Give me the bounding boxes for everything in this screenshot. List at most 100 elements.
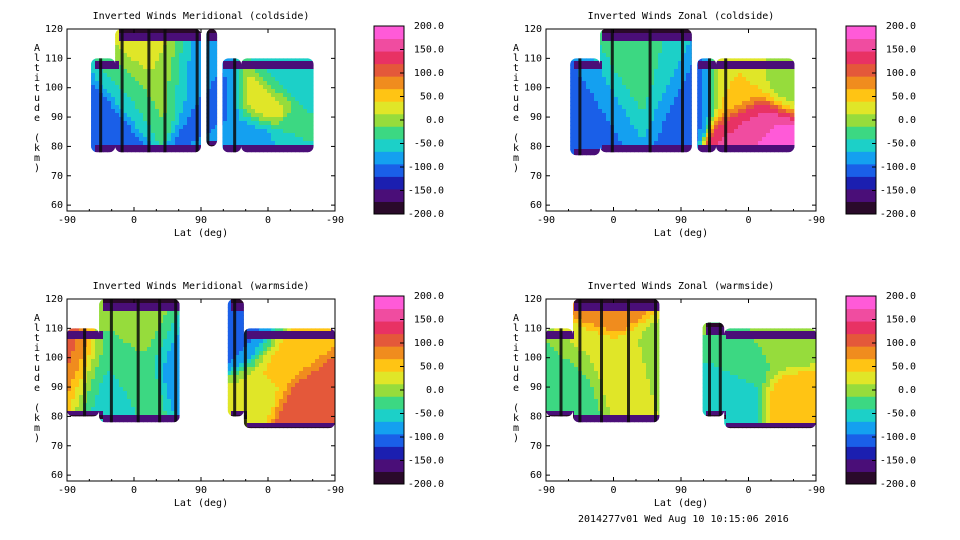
colorbar-swatch (846, 76, 876, 90)
y-tick-label: 90 (530, 112, 542, 123)
x-tick-label: -90 (807, 485, 825, 496)
heatmap-field (67, 299, 336, 429)
stripe-mark-7 (217, 29, 221, 153)
stripe-mark-4 (627, 299, 630, 429)
colorbar: 200.0 150.0 100.0 50.0 0.0 -50.0 -100.0 -150.0 -… (373, 21, 444, 220)
x-axis-label: Lat (deg) (174, 498, 228, 509)
x-axis-label: Lat (deg) (174, 228, 228, 239)
colorbar-swatch (374, 321, 404, 335)
y-tick-label: 90 (51, 382, 63, 393)
colorbar-swatch (374, 421, 404, 435)
colorbar-swatch (846, 458, 876, 472)
stripe-mark-4 (163, 29, 167, 153)
x-tick-label: 90 (195, 485, 207, 496)
colorbar-tick-label: 150.0 (886, 45, 916, 56)
stripe-mark-6 (206, 29, 210, 153)
x-tick-label: 0 (131, 485, 137, 496)
y-tick-label: 120 (524, 24, 542, 35)
plot-title: Inverted Winds Meridional (warmside) (93, 281, 310, 292)
stripe-mark-3 (648, 29, 652, 156)
stripe-mark-8 (233, 29, 237, 153)
colorbar-swatch (374, 138, 404, 152)
svg-text:): ) (34, 163, 40, 174)
colorbar-tick-label: 200.0 (886, 21, 916, 32)
x-tick-label: -90 (537, 215, 555, 226)
y-tick-label: 60 (530, 200, 542, 211)
y-tick-label: 60 (51, 200, 63, 211)
colorbar-tick-label: 100.0 (886, 338, 916, 349)
colorbar-swatch (846, 63, 876, 77)
y-tick-label: 80 (530, 411, 542, 422)
colorbar-tick-label: -100.0 (880, 162, 916, 173)
y-tick-label: 60 (51, 470, 63, 481)
colorbar-tick-label: -100.0 (880, 432, 916, 443)
stripe-mark-3 (147, 29, 151, 153)
colorbar-tick-label: 100.0 (886, 68, 916, 79)
colorbar-swatch (374, 396, 404, 410)
y-tick-label: 60 (530, 470, 542, 481)
colorbar-tick-label: -200.0 (880, 479, 916, 490)
colorbar-swatch (374, 151, 404, 165)
heatmap-field (91, 29, 314, 153)
colorbar-swatch (374, 308, 404, 322)
y-tick-label: 70 (530, 441, 542, 452)
colorbar: 200.0 150.0 100.0 50.0 0.0 -50.0 -100.0 -150.0 -… (845, 291, 916, 490)
svg-text:A: A (34, 43, 40, 54)
colorbar-swatch (374, 101, 404, 115)
colorbar-swatch (846, 346, 876, 360)
colorbar-tick-label: -150.0 (880, 186, 916, 197)
colorbar-swatch (846, 383, 876, 397)
stripe-mark-7 (718, 299, 722, 429)
colorbar-swatch (374, 346, 404, 360)
y-tick-label: 90 (530, 382, 542, 393)
plot-title: Inverted Winds Zonal (coldside) (588, 11, 775, 22)
colorbar-tick-label: -100.0 (408, 162, 444, 173)
colorbar: 200.0 150.0 100.0 50.0 0.0 -50.0 -100.0 -150.0 -… (845, 21, 916, 220)
colorbar-swatch (846, 188, 876, 202)
y-tick-label: 90 (51, 112, 63, 123)
x-tick-label: 0 (610, 215, 616, 226)
colorbar-tick-label: 50.0 (420, 92, 444, 103)
colorbar-swatch (846, 433, 876, 447)
stripe-mark-1 (559, 299, 563, 429)
colorbar-tick-label: 0.0 (426, 115, 444, 126)
y-tick-label: 110 (524, 53, 542, 64)
colorbar-tick-label: 50.0 (420, 362, 444, 373)
colorbar-swatch (846, 138, 876, 152)
colorbar-tick-label: -150.0 (880, 456, 916, 467)
stripe-mark-2 (578, 299, 582, 429)
colorbar-tick-label: 50.0 (892, 362, 916, 373)
y-tick-label: 110 (45, 323, 63, 334)
svg-text:u: u (34, 93, 40, 104)
colorbar-swatch (846, 126, 876, 140)
stripe-mark-5 (174, 299, 178, 429)
colorbar-swatch (846, 151, 876, 165)
colorbar-swatch (846, 308, 876, 322)
colorbar-swatch (846, 38, 876, 52)
colorbar-tick-label: 150.0 (886, 315, 916, 326)
plot-panel-1: Inverted Winds Meridional (coldside) 60 70… (34, 11, 444, 239)
colorbar-swatch (846, 358, 876, 372)
colorbar-swatch (374, 333, 404, 347)
colorbar-tick-label: 0.0 (426, 385, 444, 396)
y-tick-label: 70 (51, 441, 63, 452)
x-tick-label: -90 (537, 485, 555, 496)
colorbar-tick-label: 200.0 (414, 21, 444, 32)
colorbar-swatch (374, 51, 404, 65)
colorbar-tick-label: -50.0 (414, 409, 444, 420)
x-tick-label: -90 (326, 215, 344, 226)
timestamp-footer: 2014277v01 Wed Aug 10 10:15:06 2016 (578, 514, 789, 525)
colorbar-swatch (846, 471, 876, 485)
x-tick-label: -90 (58, 215, 76, 226)
colorbar-tick-label: 200.0 (414, 291, 444, 302)
colorbar-swatch (846, 163, 876, 177)
colorbar-tick-label: 150.0 (414, 45, 444, 56)
y-tick-label: 120 (524, 294, 542, 305)
colorbar-tick-label: -100.0 (408, 432, 444, 443)
stripe-mark-7 (243, 299, 247, 429)
colorbar-swatch (374, 201, 404, 215)
